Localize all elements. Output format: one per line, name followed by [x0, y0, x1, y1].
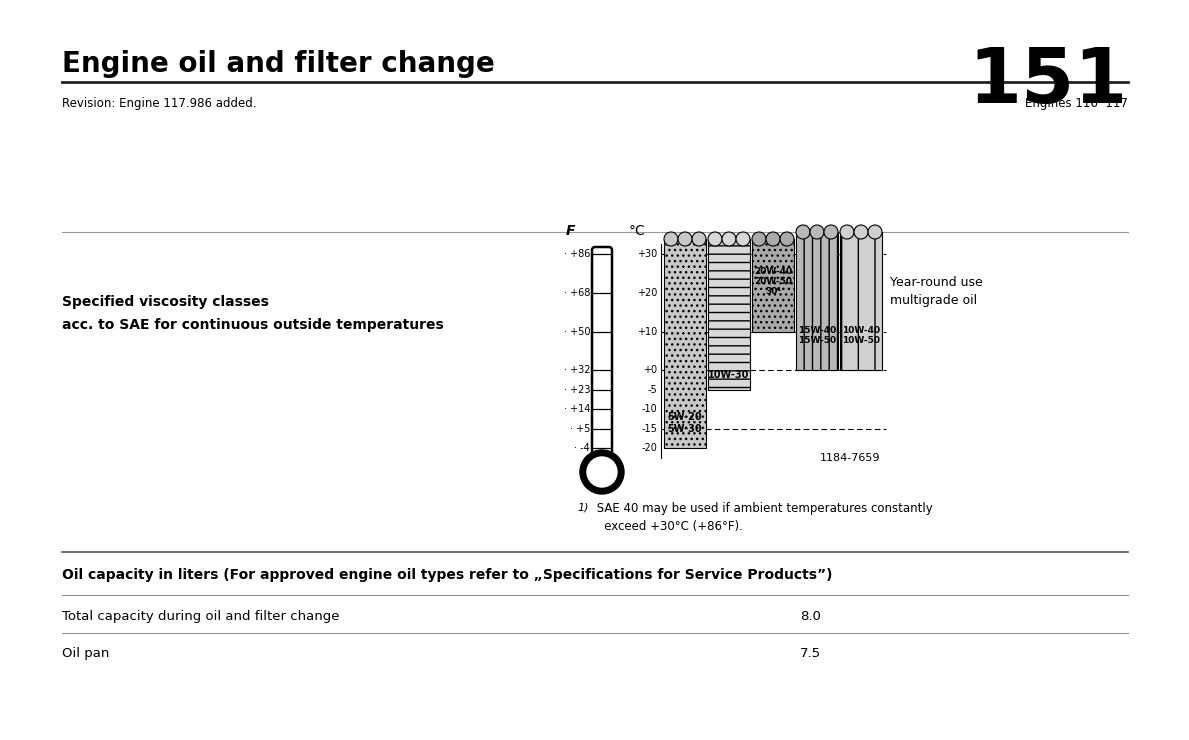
Bar — [839, 232, 882, 371]
Text: °C: °C — [629, 224, 646, 238]
Bar — [795, 232, 838, 371]
Circle shape — [678, 232, 692, 246]
Text: 15W-40
15W-50: 15W-40 15W-50 — [798, 326, 836, 345]
Circle shape — [692, 232, 706, 246]
Bar — [751, 239, 794, 332]
Circle shape — [780, 232, 794, 246]
Text: +20: +20 — [636, 288, 658, 297]
Circle shape — [751, 232, 766, 246]
Text: -10: -10 — [641, 404, 658, 414]
Text: · +68: · +68 — [564, 288, 590, 297]
Text: 7.5: 7.5 — [800, 647, 822, 660]
Text: 8.0: 8.0 — [800, 610, 820, 623]
Text: · +14: · +14 — [564, 404, 590, 414]
Text: Engine oil and filter change: Engine oil and filter change — [62, 50, 495, 78]
Text: · +23: · +23 — [564, 385, 590, 395]
Circle shape — [722, 232, 736, 246]
Text: Revision: Engine 117.986 added.: Revision: Engine 117.986 added. — [62, 97, 257, 110]
Bar — [663, 239, 706, 448]
Text: · -4: · -4 — [574, 443, 590, 453]
Text: +0: +0 — [643, 366, 658, 375]
Text: · +32: · +32 — [564, 366, 590, 375]
Text: Specified viscosity classes
acc. to SAE for continuous outside temperatures: Specified viscosity classes acc. to SAE … — [62, 295, 443, 332]
Text: 1184-7659: 1184-7659 — [819, 453, 880, 463]
Circle shape — [868, 225, 882, 239]
Text: Engines 116  117: Engines 116 117 — [1025, 97, 1128, 110]
Text: 10W-30: 10W-30 — [709, 370, 750, 380]
Circle shape — [810, 225, 824, 239]
FancyBboxPatch shape — [592, 247, 612, 455]
Text: 5W-20
5W-30: 5W-20 5W-30 — [668, 412, 703, 434]
Text: F: F — [565, 224, 574, 238]
Text: 20W-40
20W-50
30¹: 20W-40 20W-50 30¹ — [754, 266, 792, 297]
Circle shape — [854, 225, 868, 239]
Text: SAE 40 may be used if ambient temperatures constantly
   exceed +30°C (+86°F).: SAE 40 may be used if ambient temperatur… — [593, 502, 932, 533]
Circle shape — [663, 232, 678, 246]
Circle shape — [587, 457, 617, 487]
Text: 1): 1) — [577, 502, 589, 512]
Text: Oil capacity in liters (For approved engine oil types refer to „Specifications f: Oil capacity in liters (For approved eng… — [62, 568, 832, 582]
Text: 151: 151 — [969, 45, 1128, 119]
Text: -20: -20 — [641, 443, 658, 453]
Circle shape — [824, 225, 838, 239]
Text: -5: -5 — [647, 385, 658, 395]
Text: · +86: · +86 — [564, 249, 590, 259]
Circle shape — [795, 225, 810, 239]
Text: 10W-40
10W-50: 10W-40 10W-50 — [842, 326, 880, 345]
Text: +10: +10 — [637, 326, 658, 337]
Circle shape — [766, 232, 780, 246]
Text: · +50: · +50 — [564, 326, 590, 337]
Text: Year-round use
multigrade oil: Year-round use multigrade oil — [891, 276, 983, 306]
Circle shape — [736, 232, 750, 246]
Text: +30: +30 — [637, 249, 658, 259]
Text: -15: -15 — [641, 423, 658, 434]
Bar — [707, 239, 750, 390]
Circle shape — [839, 225, 854, 239]
Circle shape — [707, 232, 722, 246]
Text: Oil pan: Oil pan — [62, 647, 109, 660]
Circle shape — [580, 450, 624, 494]
Text: · +5: · +5 — [570, 423, 590, 434]
Text: Total capacity during oil and filter change: Total capacity during oil and filter cha… — [62, 610, 340, 623]
Bar — [599, 280, 605, 452]
